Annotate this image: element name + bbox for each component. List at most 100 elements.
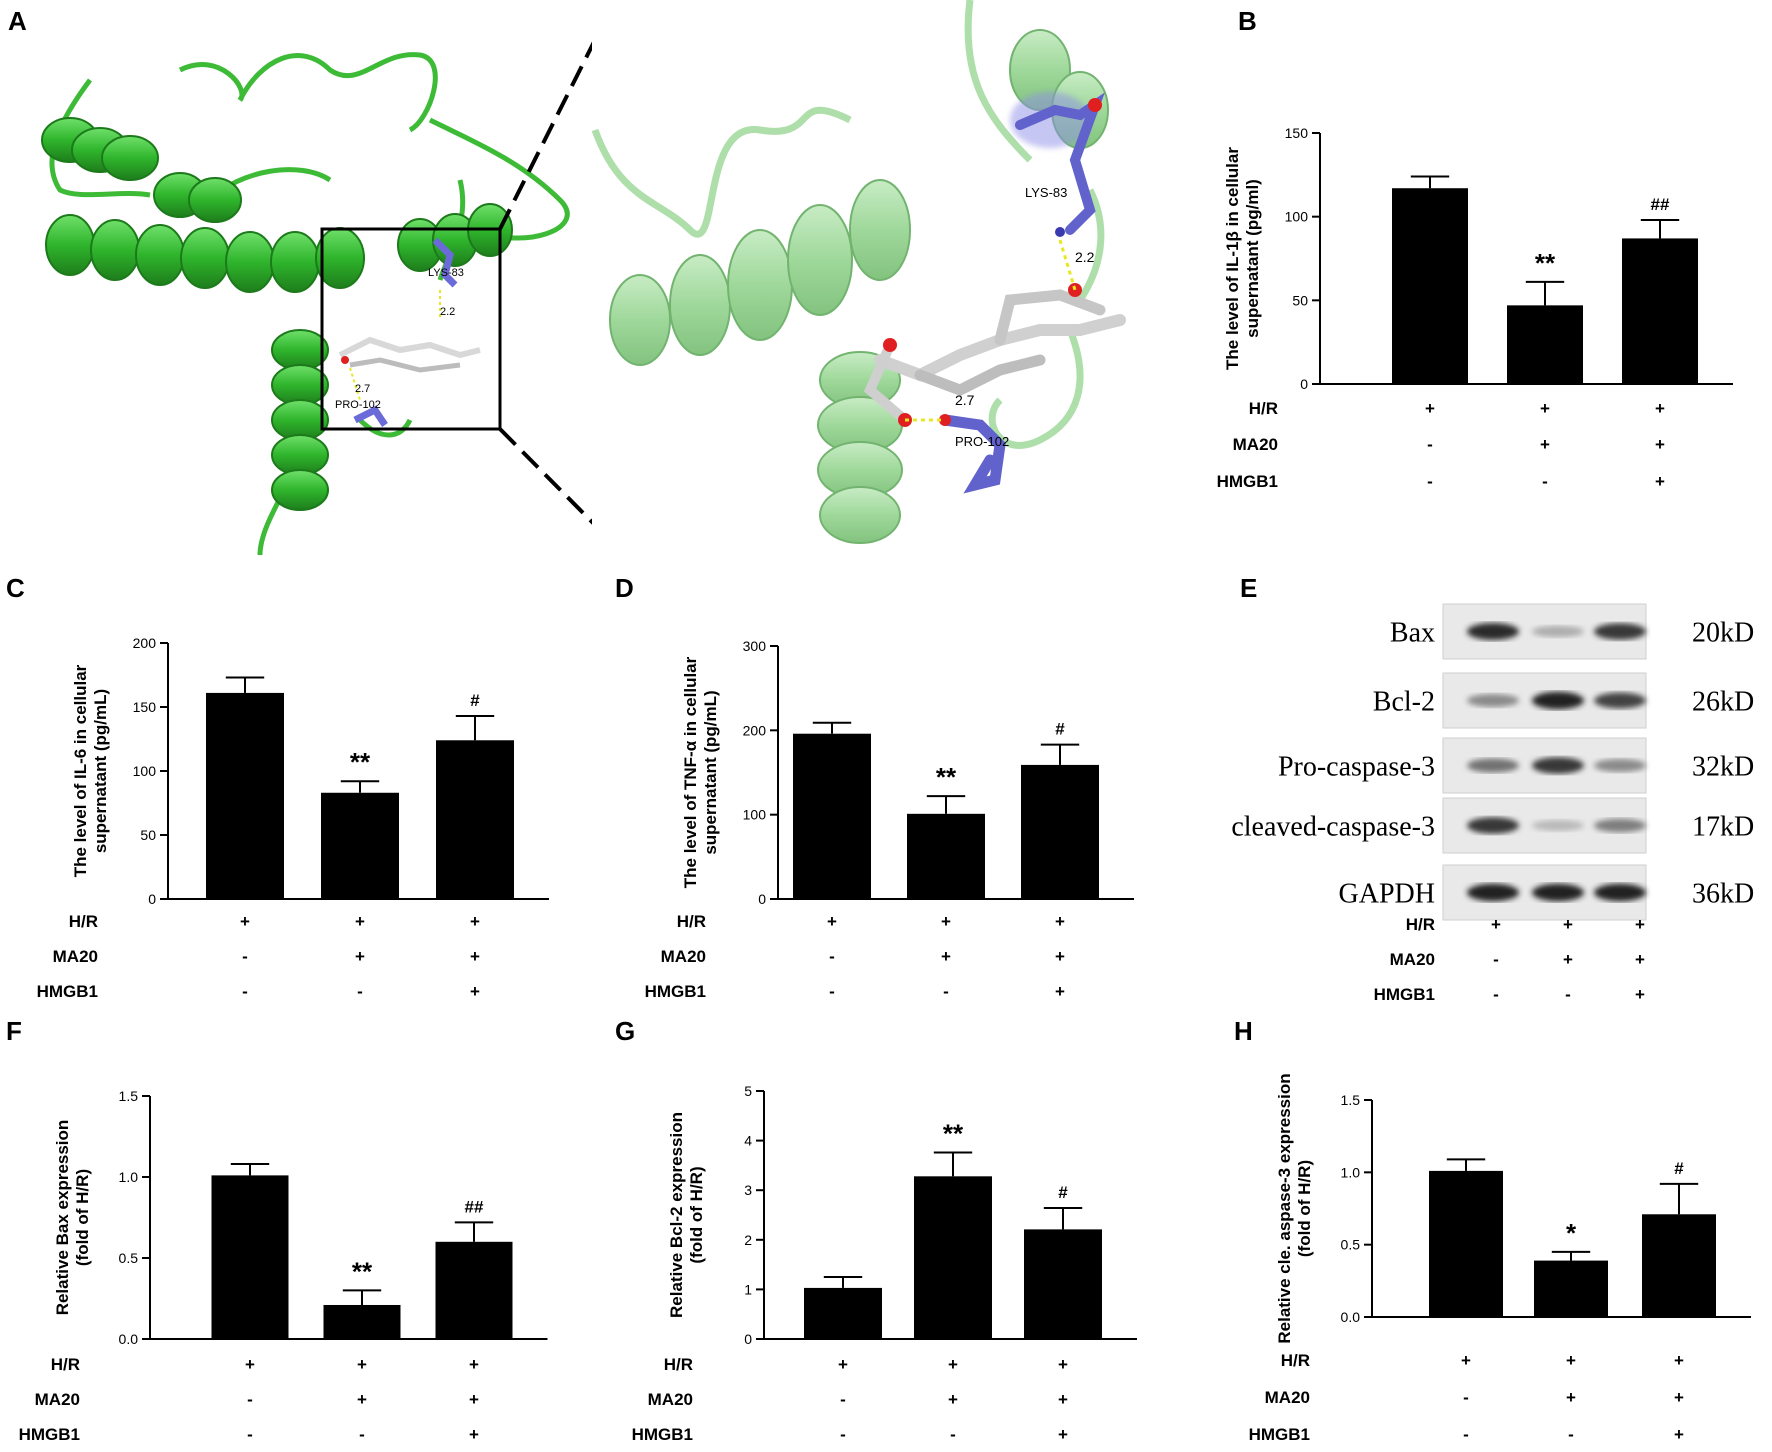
panel-letter-c: C [6, 573, 25, 603]
bar [435, 1241, 513, 1339]
bar [321, 792, 399, 899]
helix-2 [45, 214, 365, 293]
bar [914, 1176, 992, 1339]
condition-value: + [1055, 982, 1065, 1001]
protein-overview: LYS-83 2.2 2.7 PRO-102 [41, 29, 602, 556]
blot-size-label: 36kD [1692, 879, 1754, 910]
condition-value: - [829, 982, 835, 1001]
condition-value: + [1566, 1351, 1576, 1370]
condition-value: - [1542, 472, 1548, 491]
condition-value: - [829, 947, 835, 966]
helix-1 [41, 117, 159, 181]
blot-size-label: 20kD [1692, 618, 1754, 649]
condition-value: + [355, 947, 365, 966]
condition-label: MA20 [661, 947, 706, 966]
blot-row-4: GAPDH 36kD [1339, 864, 1754, 921]
bar [211, 1175, 289, 1339]
significance-mark: # [1058, 1183, 1068, 1202]
condition-value: + [1563, 950, 1573, 969]
condition-label: HMGB1 [632, 1425, 693, 1444]
blot-band [1594, 818, 1646, 833]
condition-value: + [1655, 435, 1665, 454]
condition-label: MA20 [1265, 1388, 1310, 1407]
panel-letter-a: A [8, 6, 27, 36]
y-tick-label: 150 [133, 699, 157, 715]
condition-label: H/R [51, 1355, 80, 1374]
y-tick-label: 150 [1285, 125, 1309, 141]
distance-label-2: 2.7 [955, 392, 975, 408]
residue-label-pro: PRO-102 [955, 434, 1009, 449]
significance-mark: ** [1535, 248, 1556, 278]
condition-value: + [469, 1390, 479, 1409]
y-tick-label: 0 [148, 891, 156, 907]
y-axis-title-line2: (fold of H/R) [1295, 1160, 1314, 1257]
blot-protein-label: Bax [1390, 618, 1435, 649]
residue-label-lys-small: LYS-83 [428, 267, 464, 279]
bar [1392, 188, 1468, 384]
condition-value: + [838, 1355, 848, 1374]
condition-value: + [469, 1355, 479, 1374]
y-axis-title-line2: supernatant (pg/mL) [91, 689, 110, 853]
y-tick-label: 1.0 [119, 1169, 139, 1185]
condition-label: HMGB1 [1374, 985, 1435, 1004]
condition-value: + [1674, 1388, 1684, 1407]
helix-4 [271, 329, 329, 511]
condition-value: - [247, 1390, 253, 1409]
condition-value: - [1493, 985, 1499, 1004]
panel-letter-g: G [615, 1016, 635, 1046]
y-tick-label: 200 [133, 635, 157, 651]
blot-size-label: 32kD [1692, 752, 1754, 783]
y-tick-label: 100 [133, 763, 157, 779]
y-tick-label: 0.5 [119, 1250, 139, 1266]
condition-value: - [357, 982, 363, 1001]
condition-value: - [1427, 435, 1433, 454]
bar [793, 733, 871, 899]
blot-band [1467, 623, 1519, 640]
condition-value: + [357, 1355, 367, 1374]
bar [323, 1304, 401, 1339]
chart-H: 0.0 0.5 1.0 1.5 Relative cle. aspase-3 expre… [1249, 1073, 1751, 1444]
condition-label: H/R [664, 1355, 693, 1374]
condition-value: + [470, 912, 480, 931]
condition-value: + [357, 1390, 367, 1409]
panel-letter-e: E [1240, 573, 1257, 603]
condition-value: - [1568, 1425, 1574, 1444]
condition-value: + [1655, 399, 1665, 418]
blot-row-3: cleaved-caspase-3 17kD [1231, 797, 1754, 854]
condition-value: - [1463, 1388, 1469, 1407]
condition-label: HMGB1 [1249, 1425, 1310, 1444]
y-tick-label: 0 [758, 891, 766, 907]
panel-letter-h: H [1234, 1016, 1253, 1046]
blot-size-label: 26kD [1692, 687, 1754, 718]
condition-value: - [1493, 950, 1499, 969]
y-axis-title-line1: Relative cle. aspase-3 expression [1275, 1073, 1294, 1343]
bar [1622, 238, 1698, 384]
condition-label: MA20 [53, 947, 98, 966]
condition-value: + [470, 947, 480, 966]
condition-value: + [1563, 915, 1573, 934]
y-axis-title-line2: supernatant (pg/mL) [701, 690, 720, 854]
y-tick-label: 2 [744, 1232, 752, 1248]
blot-protein-label: cleaved-caspase-3 [1231, 812, 1435, 843]
y-tick-label: 4 [744, 1133, 752, 1149]
significance-mark: # [1674, 1159, 1684, 1178]
distance-label-small-2: 2.7 [355, 383, 370, 395]
y-axis-title-line1: Relative Bax expression [53, 1120, 72, 1316]
condition-label: H/R [1249, 399, 1278, 418]
blot-band [1532, 691, 1584, 710]
significance-mark: # [470, 691, 480, 710]
condition-value: + [1635, 915, 1645, 934]
blot-band [1532, 625, 1584, 638]
significance-mark: * [1566, 1218, 1577, 1248]
condition-value: + [1566, 1388, 1576, 1407]
condition-value: + [1058, 1425, 1068, 1444]
ligand-overview [338, 336, 481, 373]
condition-value: - [359, 1425, 365, 1444]
significance-mark: ** [943, 1119, 964, 1149]
condition-value: + [941, 947, 951, 966]
blot-band [1467, 817, 1519, 834]
chart-D: 0 100 200 300 The level of TNF-α in cellular… [645, 638, 1134, 1001]
condition-value: + [1058, 1355, 1068, 1374]
bar [907, 813, 985, 899]
residue-label-lys: LYS-83 [1025, 185, 1067, 200]
